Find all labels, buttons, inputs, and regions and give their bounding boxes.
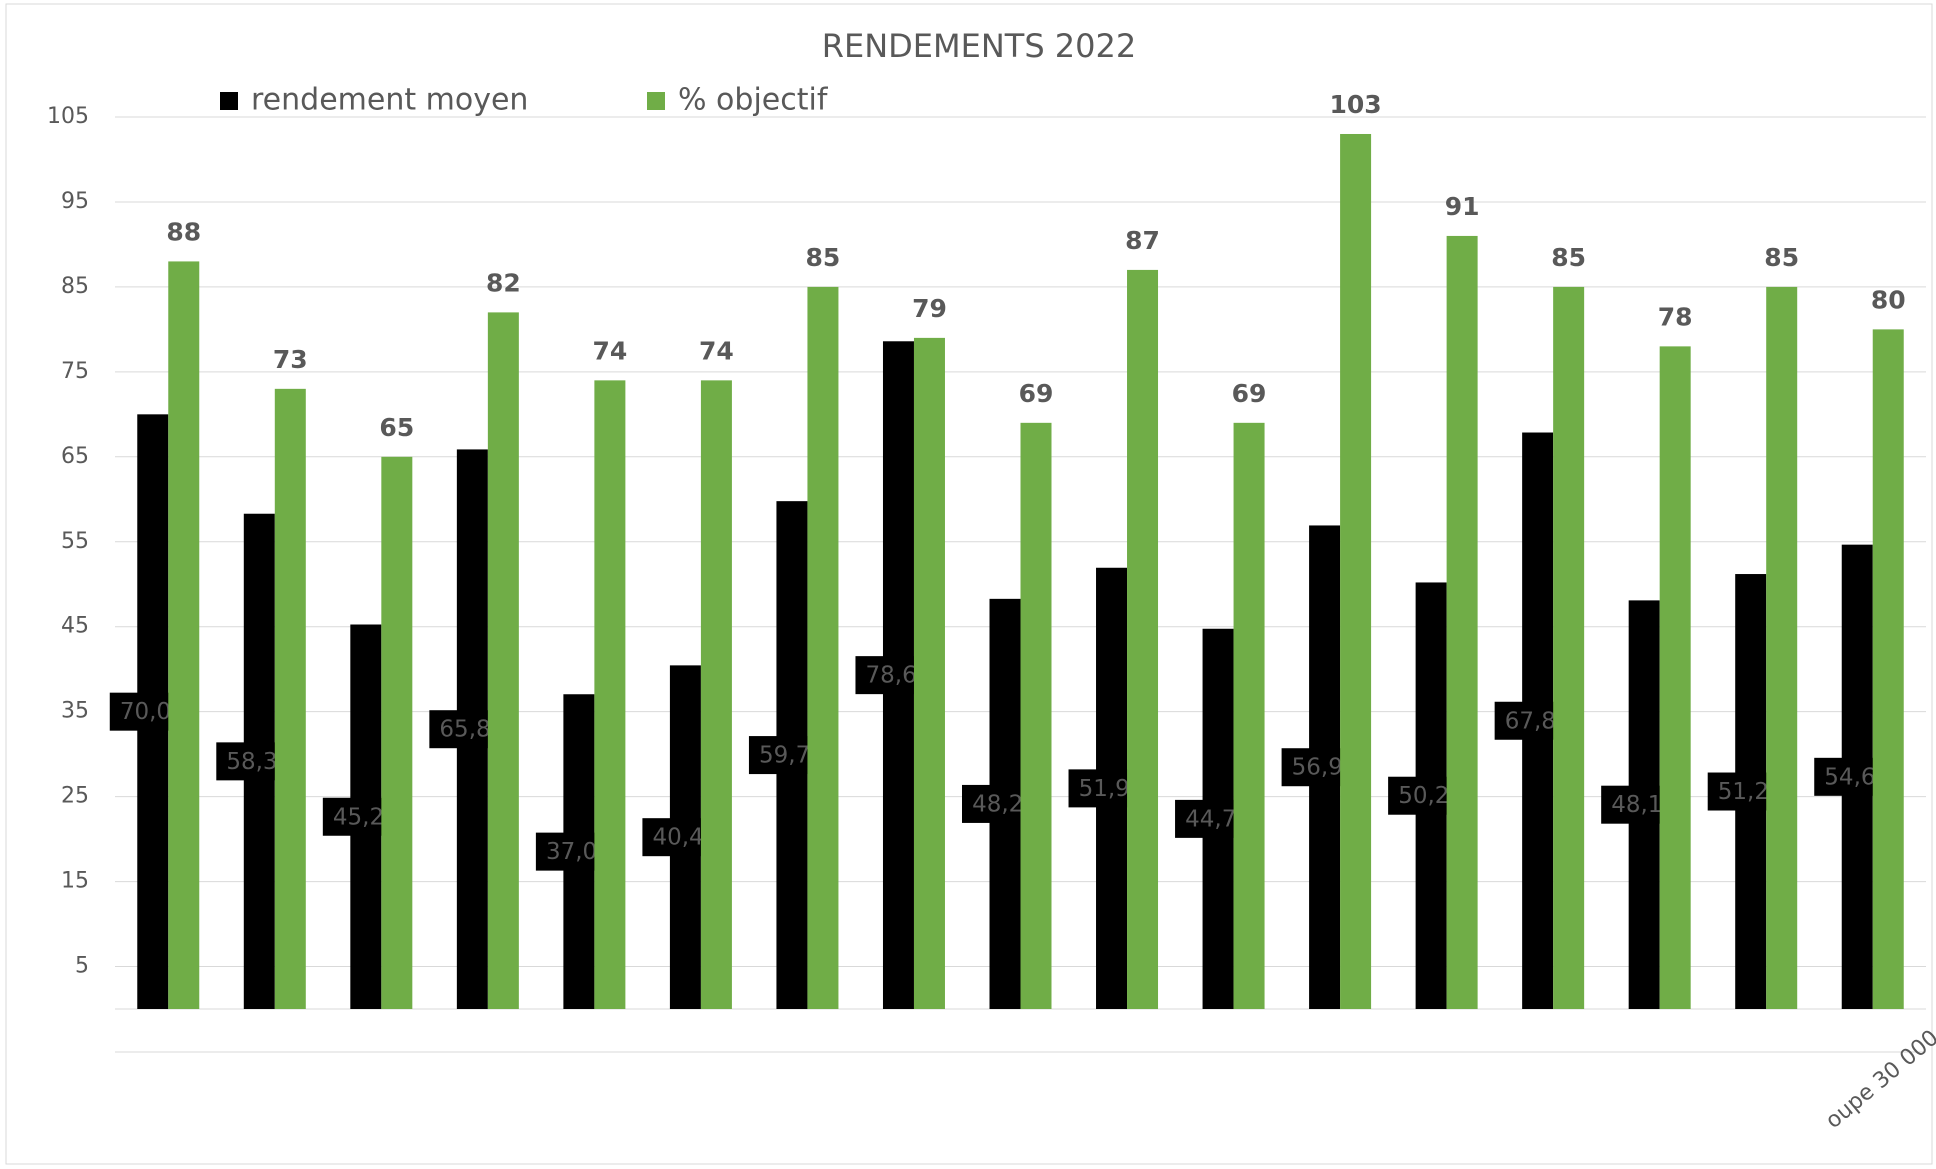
data-label: 65	[379, 413, 414, 442]
y-tick-label: 65	[61, 444, 89, 469]
legend-swatch	[647, 92, 665, 110]
bar	[1340, 133, 1372, 1009]
bar	[807, 286, 839, 1009]
data-label: 85	[1764, 243, 1799, 272]
data-label: 91	[1445, 192, 1480, 221]
y-tick-label: 95	[61, 189, 89, 214]
data-label: 80	[1871, 285, 1906, 314]
data-label: 74	[592, 336, 627, 365]
y-tick-label: 35	[61, 699, 89, 724]
bar	[1553, 286, 1585, 1009]
bar	[1020, 422, 1052, 1009]
bar	[594, 380, 626, 1009]
bar	[1233, 422, 1265, 1009]
chart-frame	[5, 3, 1933, 1165]
data-label: 103	[1329, 90, 1381, 119]
y-tick-label: 105	[47, 104, 89, 129]
legend-label: rendement moyen	[251, 83, 528, 118]
bar	[913, 337, 945, 1009]
data-label: 69	[1019, 379, 1054, 408]
data-label: 78	[1658, 302, 1693, 331]
bar	[381, 456, 413, 1009]
y-tick-label: 45	[61, 614, 89, 639]
bar	[1872, 329, 1904, 1009]
chart-title: RENDEMENTS 2022	[822, 27, 1136, 65]
bar	[1766, 286, 1798, 1009]
bar	[487, 312, 519, 1009]
legend-label: % objectif	[678, 83, 829, 118]
y-tick-label: 75	[61, 359, 89, 384]
bar	[700, 380, 732, 1009]
bar	[168, 261, 200, 1009]
data-label: 69	[1232, 379, 1267, 408]
data-label: 74	[699, 336, 734, 365]
y-tick-label: 55	[61, 529, 89, 554]
y-tick-label: 85	[61, 274, 89, 299]
data-label: 79	[912, 294, 947, 323]
legend-swatch	[220, 92, 238, 110]
y-tick-label: 15	[61, 869, 89, 894]
y-tick-label: 25	[61, 784, 89, 809]
data-label: 85	[806, 243, 841, 272]
bar	[1127, 269, 1159, 1009]
data-label: 85	[1551, 243, 1586, 272]
bar	[274, 388, 306, 1009]
data-label: 87	[1125, 226, 1160, 255]
data-label: 73	[273, 345, 308, 374]
y-tick-label: 5	[75, 954, 89, 979]
bar	[1446, 235, 1478, 1009]
bar	[1659, 346, 1691, 1009]
data-label: 88	[166, 217, 201, 246]
data-label: 82	[486, 268, 521, 297]
